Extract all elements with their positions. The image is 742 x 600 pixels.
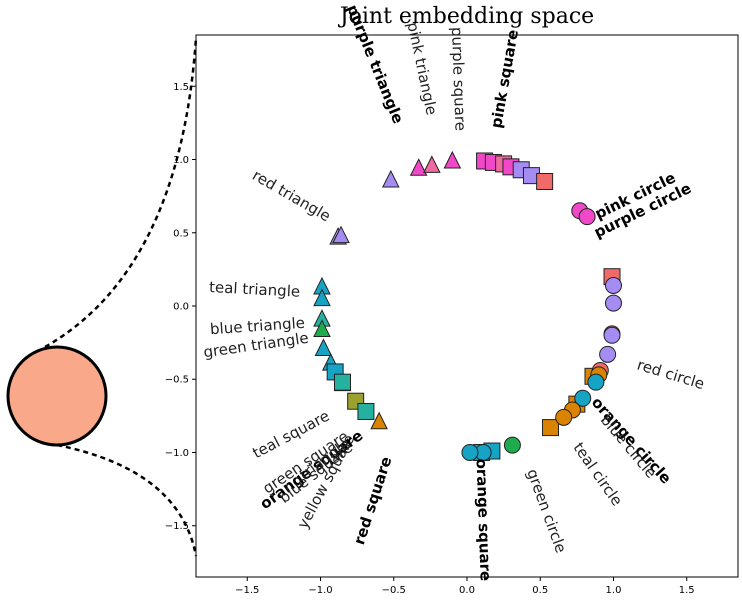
point-label: teal circle	[569, 439, 626, 509]
square-marker	[333, 373, 351, 391]
circle-marker	[604, 294, 622, 312]
x-tick-label: 0.5	[532, 585, 548, 596]
circle-marker	[503, 436, 521, 454]
square-marker	[541, 419, 559, 437]
square-marker	[357, 402, 375, 420]
y-tick-label: −1.0	[165, 448, 189, 459]
triangle-marker	[332, 225, 350, 244]
circle-marker	[587, 373, 605, 391]
upper-dashed-curve	[44, 37, 198, 349]
triangle-marker	[443, 150, 462, 169]
markers	[313, 150, 622, 461]
circle-marker	[574, 389, 592, 407]
point-label: red circle	[635, 356, 707, 393]
circle-marker	[603, 326, 621, 344]
chart-title: Joint embedding space	[338, 4, 594, 29]
outline-circle	[6, 345, 108, 447]
y-tick-label: −0.5	[165, 375, 189, 386]
y-tick-label: 1.5	[173, 82, 189, 93]
triangle-marker	[382, 169, 400, 188]
point-label: green circle	[523, 466, 570, 555]
triangle-marker	[313, 288, 331, 307]
y-tick-label: 0.5	[173, 228, 189, 239]
point-label: pink square	[487, 28, 522, 129]
ticks: −1.5 −1.0 −0.5 0.0 0.5 1.0 1.5 −1.5 −1.0 −0.5 0.0 0…	[165, 82, 695, 596]
circle-marker	[461, 443, 479, 461]
square-marker	[536, 172, 554, 190]
x-tick-label: 1.0	[606, 585, 622, 596]
y-tick-label: 1.0	[173, 155, 189, 166]
lower-dashed-curve	[56, 443, 198, 557]
circle-marker	[604, 276, 622, 294]
circle-marker	[599, 345, 617, 363]
point-label: purple square	[448, 27, 470, 132]
circle-marker	[578, 208, 596, 226]
x-tick-label: 1.5	[679, 585, 695, 596]
y-tick-label: 0.0	[173, 302, 189, 313]
point-label: teal triangle	[209, 278, 301, 301]
triangle-marker	[313, 319, 331, 337]
y-tick-label: −1.5	[165, 521, 189, 532]
triangle-marker	[370, 411, 388, 430]
point-label: red square	[350, 454, 395, 547]
x-tick-label: 0.0	[459, 585, 475, 596]
triangle-marker	[423, 155, 441, 173]
circle-marker	[555, 408, 573, 426]
triangle-marker	[314, 338, 333, 356]
x-tick-label: −0.5	[382, 585, 406, 596]
point-label: red triangle	[249, 166, 334, 225]
x-tick-label: −1.5	[235, 585, 259, 596]
x-tick-label: −1.0	[308, 585, 332, 596]
plot-area: −1.5 −1.0 −0.5 0.0 0.5 1.0 1.5 −1.5 −1.0 −0.5 0.0 0…	[165, 2, 739, 596]
triangle-marker	[409, 158, 428, 176]
point-label: orange square	[472, 458, 494, 581]
